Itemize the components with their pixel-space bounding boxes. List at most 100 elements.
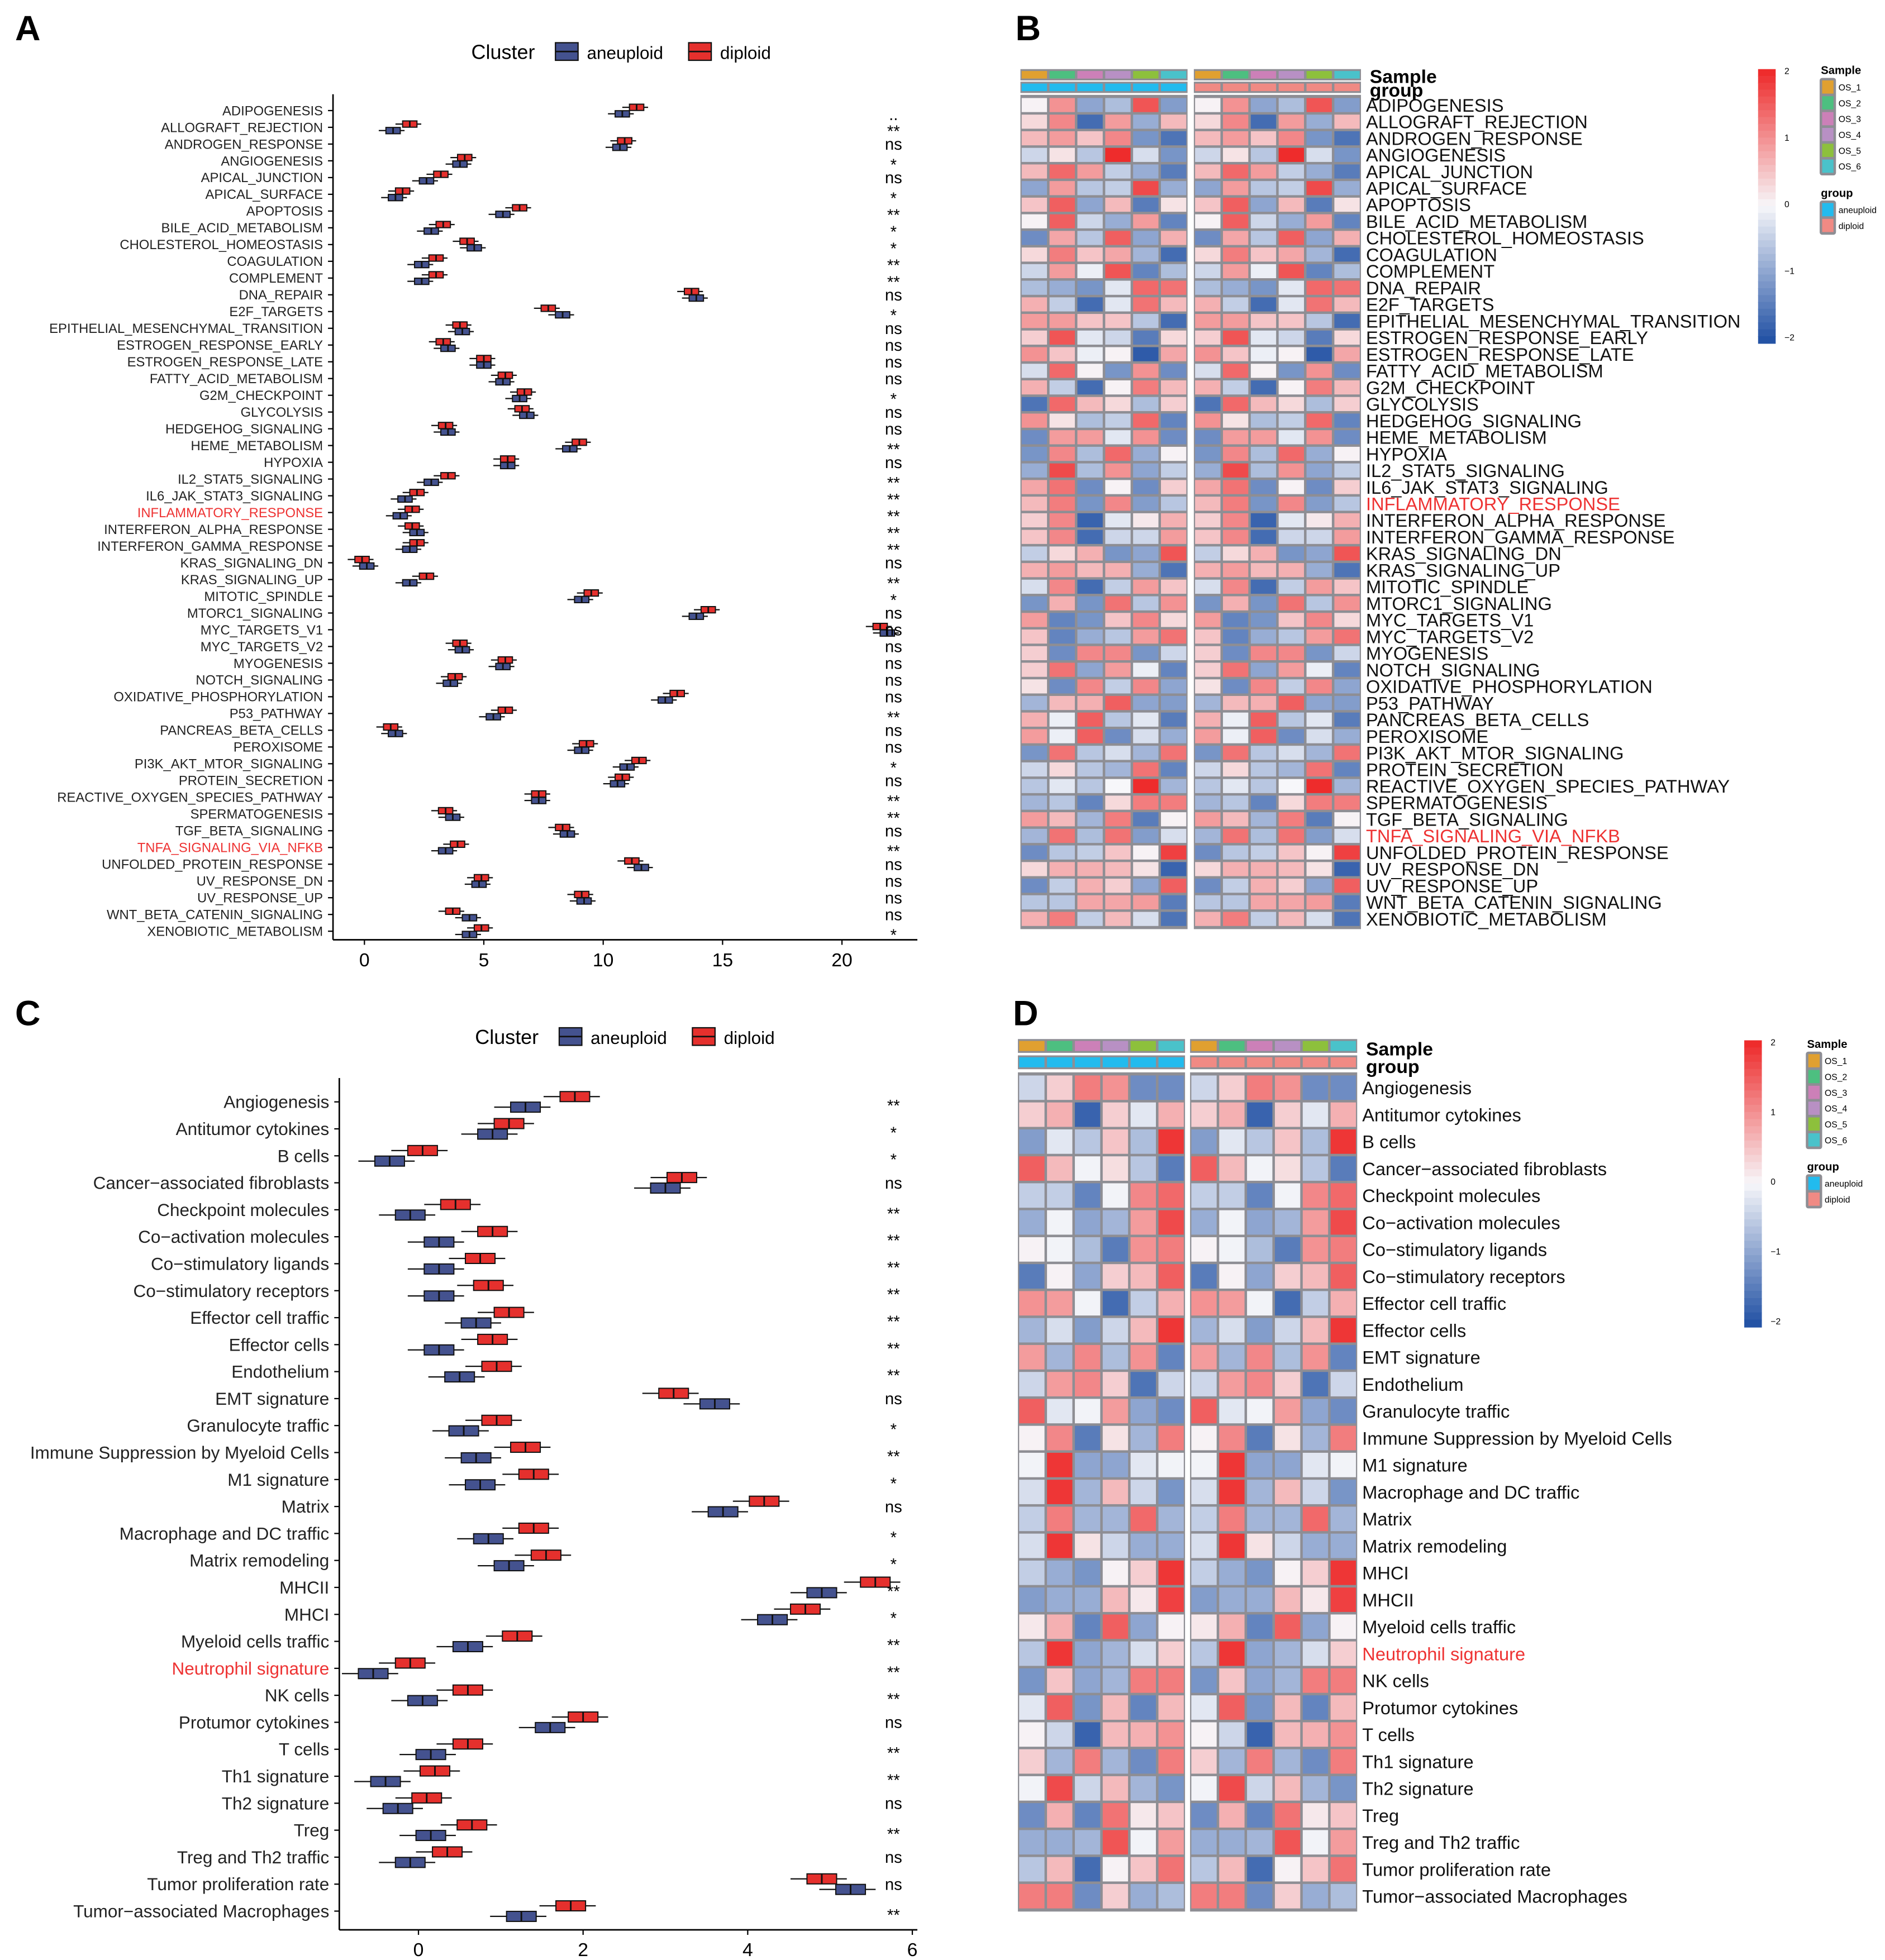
row-label: XENOBIOTIC_METABOLISM xyxy=(147,924,323,940)
heatmap-cell xyxy=(1195,513,1221,528)
significance-label: * xyxy=(891,927,897,945)
heatmap-cell xyxy=(1105,364,1131,378)
heatmap-cell xyxy=(1074,1318,1101,1343)
heatmap-cell xyxy=(1195,712,1221,727)
colorbar-tick-label: 1 xyxy=(1770,1108,1775,1117)
colorbar-segment xyxy=(1744,1147,1762,1156)
heatmap-cell xyxy=(1047,1857,1073,1882)
heatmap-cell xyxy=(1102,1506,1129,1532)
heatmap-cell xyxy=(1330,1264,1356,1289)
colorbar-tick-label: 2 xyxy=(1784,67,1789,77)
heatmap-cell xyxy=(1334,912,1360,926)
heatmap-cell xyxy=(1158,1075,1184,1100)
heatmap-cell xyxy=(1158,1480,1184,1504)
heatmap-cell xyxy=(1077,314,1103,328)
sample-annotation-cell xyxy=(1105,71,1131,79)
heatmap-cell xyxy=(1278,131,1305,146)
row-label: CHOLESTEROL_HOMEOSTASIS xyxy=(1366,228,1644,249)
heatmap-cell xyxy=(1247,1075,1273,1100)
heatmap-cell xyxy=(1047,1722,1073,1747)
heatmap-cell xyxy=(1130,1587,1156,1612)
heatmap-cell xyxy=(1105,247,1131,262)
heatmap-cell xyxy=(1334,197,1360,212)
heatmap-cell xyxy=(1306,181,1332,195)
heatmap-cell xyxy=(1274,1560,1301,1585)
colorbar-segment xyxy=(1758,274,1776,283)
heatmap-cell xyxy=(1049,131,1075,146)
sample-legend-swatch xyxy=(1808,1085,1820,1099)
heatmap-cell xyxy=(1302,1560,1329,1585)
sample-legend-label: OS_4 xyxy=(1839,131,1861,140)
heatmap-cell xyxy=(1077,762,1103,777)
heatmap-cell xyxy=(1306,879,1332,893)
heatmap-cell xyxy=(1302,1533,1329,1558)
heatmap-cell xyxy=(1161,463,1187,478)
heatmap-cell xyxy=(1130,1075,1156,1100)
heatmap-cell xyxy=(1247,1641,1273,1666)
heatmap-cell xyxy=(1019,1776,1045,1801)
heatmap-cell xyxy=(1302,1506,1329,1532)
heatmap-cell xyxy=(1330,1156,1356,1181)
colorbar-tick-label: −2 xyxy=(1770,1317,1781,1327)
heatmap-cell xyxy=(1195,164,1221,179)
significance-label: ** xyxy=(887,793,900,810)
significance-label: ** xyxy=(887,1286,900,1304)
significance-label: ** xyxy=(887,1826,900,1844)
heatmap-cell xyxy=(1330,1452,1356,1477)
heatmap-cell xyxy=(1133,497,1159,511)
heatmap-cell xyxy=(1330,1425,1356,1451)
heatmap-cell xyxy=(1274,1506,1301,1532)
heatmap-cell xyxy=(1133,314,1159,328)
heatmap-cell xyxy=(1278,812,1305,827)
row-label: UNFOLDED_PROTEIN_RESPONSE xyxy=(102,857,323,872)
heatmap-cell xyxy=(1306,98,1332,112)
x-tick-label: 15 xyxy=(712,950,734,971)
heatmap-cell xyxy=(1130,1749,1156,1774)
heatmap-cell xyxy=(1334,895,1360,910)
group-annotation-bar xyxy=(1017,1055,1186,1070)
row-label: Th1 signature xyxy=(1362,1751,1473,1772)
heatmap-cell xyxy=(1102,1102,1129,1127)
heatmap-cell xyxy=(1133,430,1159,445)
annotation-title-sample: Sample xyxy=(1366,1038,1433,1060)
heatmap-cell xyxy=(1161,563,1187,578)
sample-annotation-cell xyxy=(1191,1041,1217,1051)
heatmap-cell xyxy=(1105,879,1131,893)
heatmap-cell xyxy=(1077,446,1103,461)
row-label: PEROXISOME xyxy=(234,740,323,755)
heatmap-cell xyxy=(1274,1830,1301,1855)
heatmap-cell xyxy=(1247,1264,1273,1289)
heatmap-cell xyxy=(1222,662,1249,677)
row-label: Protumor cytokines xyxy=(179,1712,329,1732)
heatmap-cell xyxy=(1222,779,1249,793)
row-label: GLYCOLYSIS xyxy=(241,405,323,420)
significance-label: * xyxy=(891,759,897,777)
heatmap-cell xyxy=(1191,1722,1217,1747)
heatmap-cell xyxy=(1074,1480,1101,1504)
annotation-title-group: group xyxy=(1366,1056,1420,1077)
colorbar-segment xyxy=(1758,302,1776,310)
heatmap-cell xyxy=(1222,530,1249,544)
heatmap-cell xyxy=(1250,812,1277,827)
heatmap-cell xyxy=(1195,563,1221,578)
heatmap-cell xyxy=(1330,1668,1356,1693)
heatmap-cell xyxy=(1133,746,1159,760)
heatmap-cell xyxy=(1077,497,1103,511)
legend-title: Cluster xyxy=(472,41,535,64)
colorbar-segment xyxy=(1758,158,1776,166)
heatmap-cell xyxy=(1222,746,1249,760)
heatmap-cell xyxy=(1306,712,1332,727)
heatmap-cell xyxy=(1074,1372,1101,1396)
heatmap-cell xyxy=(1102,1237,1129,1262)
heatmap-cell xyxy=(1278,779,1305,793)
colorbar-segment xyxy=(1744,1319,1762,1328)
row-label: ESTROGEN_RESPONSE_LATE xyxy=(1366,344,1634,365)
heatmap-cell xyxy=(1133,762,1159,777)
heatmap-cell xyxy=(1102,1830,1129,1855)
heatmap-cell xyxy=(1019,1480,1045,1504)
row-label: APICAL_JUNCTION xyxy=(201,170,323,185)
heatmap-cell xyxy=(1195,596,1221,611)
heatmap-cell xyxy=(1306,280,1332,295)
heatmap-cell xyxy=(1191,1695,1217,1720)
